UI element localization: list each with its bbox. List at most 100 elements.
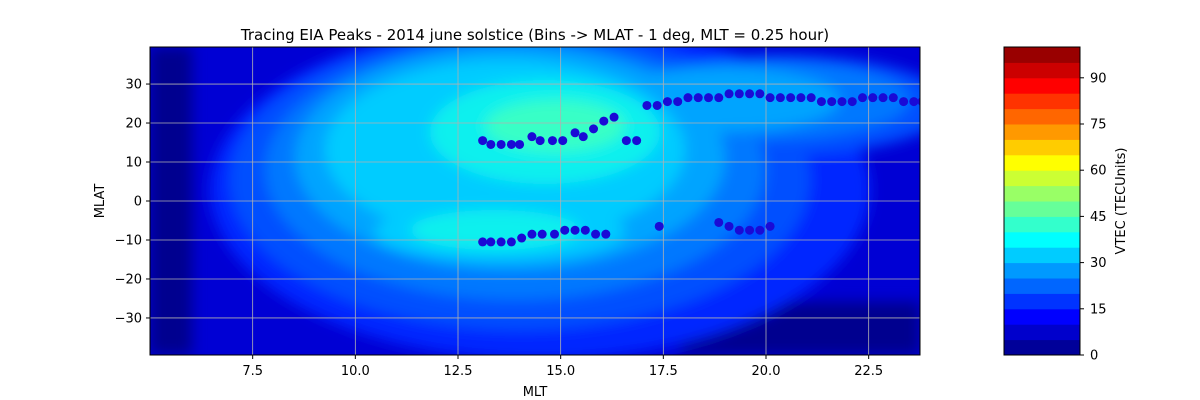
colorbar-band xyxy=(1004,93,1080,110)
y-tick-label: 20 xyxy=(125,117,142,132)
colorbar-band xyxy=(1004,170,1080,187)
peak-marker-north xyxy=(683,93,693,103)
peak-marker-north xyxy=(642,100,652,110)
x-tick-label: 10.0 xyxy=(341,364,370,379)
peak-marker-north xyxy=(599,116,609,126)
colorbar-band xyxy=(1004,278,1080,294)
peak-marker-north xyxy=(506,139,516,149)
peak-marker-north xyxy=(816,97,826,107)
colorbar-band xyxy=(1004,308,1080,325)
colorbar-band xyxy=(1004,77,1080,94)
colorbar-band xyxy=(1004,154,1080,171)
colorbar-tick-label: 15 xyxy=(1090,302,1107,317)
grid xyxy=(150,47,920,355)
peak-marker-north xyxy=(662,97,672,107)
chart-title: Tracing EIA Peaks - 2014 june solstice (… xyxy=(240,26,829,44)
peak-marker-south xyxy=(570,225,580,235)
x-axis-label: MLT xyxy=(523,385,548,400)
colorbar-tick-label: 0 xyxy=(1090,349,1098,364)
peak-marker-south xyxy=(734,225,744,235)
peak-marker-north xyxy=(899,97,909,107)
colorbar-ticks: 0 15 30 45 60 75 90 xyxy=(1080,71,1107,364)
peak-marker-north xyxy=(478,136,488,146)
colorbar-tick-label: 75 xyxy=(1090,118,1107,133)
peak-marker-north xyxy=(652,100,662,110)
peak-marker-north xyxy=(775,93,785,103)
vtec-contour-field xyxy=(150,47,920,355)
peak-marker-south xyxy=(654,221,664,231)
peak-marker-north xyxy=(496,139,506,149)
peak-marker-north xyxy=(888,93,898,103)
peak-marker-north xyxy=(796,93,806,103)
peak-marker-north xyxy=(917,97,920,106)
peak-marker-south xyxy=(724,221,734,231)
peak-marker-north xyxy=(909,97,919,107)
peak-marker-north xyxy=(827,97,837,107)
peak-marker-north xyxy=(724,89,734,99)
contour-band-40 xyxy=(485,100,625,152)
colorbar-band xyxy=(1004,339,1080,356)
x-tick-label: 17.5 xyxy=(649,364,678,379)
peak-marker-south xyxy=(550,229,560,239)
peak-marker-north xyxy=(847,97,857,107)
x-tick-label: 20.0 xyxy=(752,364,781,379)
colorbar-label: VTEC (TECUnits) xyxy=(1114,148,1129,255)
peak-marker-north xyxy=(527,132,537,142)
y-axis: −30 −20 −10 0 10 20 30 xyxy=(115,78,150,326)
peak-marker-north xyxy=(714,93,724,103)
x-tick-label: 12.5 xyxy=(444,364,473,379)
peak-markers xyxy=(478,89,920,247)
x-tick-label: 15.0 xyxy=(546,364,575,379)
peak-marker-north xyxy=(878,93,888,103)
peak-marker-north xyxy=(745,89,755,99)
peak-marker-north xyxy=(693,93,703,103)
peak-marker-north xyxy=(578,132,588,142)
x-axis: 7.5 10.0 12.5 15.0 17.5 20.0 22.5 xyxy=(242,355,883,379)
peak-marker-north xyxy=(734,89,744,99)
colorbar-band xyxy=(1004,262,1080,279)
peak-marker-north xyxy=(547,136,557,146)
peak-marker-north xyxy=(868,93,878,103)
y-tick-label: 0 xyxy=(134,195,142,210)
colorbar-frame xyxy=(1003,46,1081,356)
peak-marker-south xyxy=(496,237,506,247)
colorbar-bands xyxy=(1004,47,1080,356)
peak-marker-south xyxy=(478,237,488,247)
peak-marker-south xyxy=(765,221,775,231)
y-tick-label: −10 xyxy=(115,233,142,248)
peak-marker-north xyxy=(837,97,847,107)
y-tick-label: −30 xyxy=(115,311,142,326)
plot-area xyxy=(149,46,921,356)
peak-marker-north xyxy=(589,124,599,134)
colorbar-band xyxy=(1004,108,1080,125)
colorbar-band xyxy=(1004,324,1080,341)
colorbar-tick-label: 90 xyxy=(1090,71,1107,86)
peak-marker-south xyxy=(580,225,590,235)
peak-marker-north xyxy=(755,89,765,99)
colorbar-band xyxy=(1004,293,1080,310)
peak-marker-south xyxy=(527,229,537,239)
peak-marker-south xyxy=(745,225,755,235)
peak-marker-south xyxy=(537,229,547,239)
peak-marker-north xyxy=(609,112,619,122)
colorbar-band xyxy=(1004,231,1080,248)
x-tick-label: 22.5 xyxy=(854,364,883,379)
peak-marker-north xyxy=(673,97,683,107)
peak-marker-north xyxy=(515,139,525,149)
y-tick-label: −20 xyxy=(115,272,142,287)
colorbar-band xyxy=(1004,47,1080,63)
peak-marker-north xyxy=(786,93,796,103)
peak-marker-north xyxy=(621,136,631,146)
peak-marker-north xyxy=(486,139,496,149)
colorbar-tick-label: 60 xyxy=(1090,164,1107,179)
peak-marker-north xyxy=(858,93,868,103)
colorbar-band xyxy=(1004,247,1080,264)
peak-marker-north xyxy=(765,93,775,103)
peak-marker-south xyxy=(517,233,527,243)
peak-marker-north xyxy=(806,93,816,103)
peak-marker-north xyxy=(704,93,714,103)
peak-marker-south xyxy=(560,225,570,235)
colorbar-band xyxy=(1004,201,1080,217)
colorbar-band xyxy=(1004,139,1080,156)
